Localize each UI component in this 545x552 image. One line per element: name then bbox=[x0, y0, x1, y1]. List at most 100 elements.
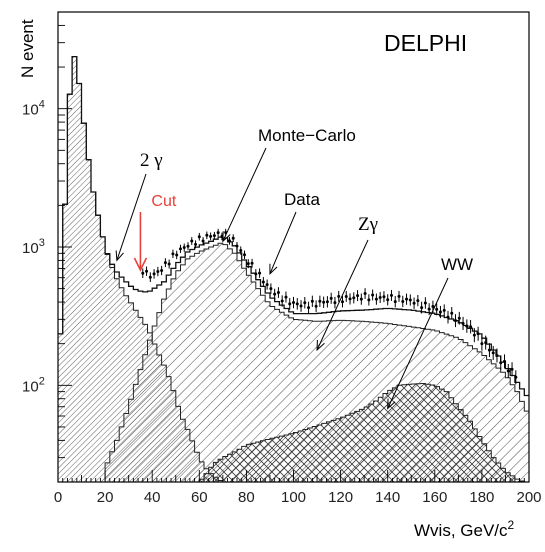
annotation-label: WW bbox=[441, 255, 473, 274]
cut-label: Cut bbox=[151, 193, 176, 210]
x-axis-title-sup: 2 bbox=[508, 518, 515, 532]
data-point bbox=[310, 295, 314, 307]
data-point bbox=[250, 258, 254, 268]
data-point bbox=[393, 295, 397, 308]
data-point bbox=[261, 277, 265, 288]
data-point bbox=[382, 291, 386, 303]
annotation-arrowhead bbox=[115, 250, 124, 262]
data-point bbox=[333, 296, 337, 309]
data-point bbox=[201, 237, 205, 245]
data-point bbox=[416, 295, 420, 307]
data-point bbox=[254, 269, 258, 279]
data-point bbox=[239, 246, 243, 255]
data-point bbox=[295, 298, 299, 310]
annotation: 2 γ bbox=[115, 150, 163, 262]
data-point bbox=[303, 297, 307, 309]
x-tick-label: 120 bbox=[328, 489, 353, 506]
y-axis: 102 103 104 bbox=[22, 11, 72, 483]
data-point bbox=[412, 297, 416, 310]
data-point bbox=[423, 297, 427, 309]
y-tick-label: 102 bbox=[22, 375, 45, 395]
data-point bbox=[163, 258, 167, 268]
data-point bbox=[499, 355, 503, 370]
data-point bbox=[457, 311, 461, 325]
data-point bbox=[427, 303, 431, 316]
data-point bbox=[359, 293, 363, 305]
data-point bbox=[212, 231, 216, 240]
data-point bbox=[182, 243, 186, 252]
annotation: Monte−Carlo bbox=[222, 126, 356, 243]
annotation: Zγ bbox=[316, 214, 378, 352]
data-point bbox=[299, 300, 303, 312]
data-point bbox=[243, 250, 247, 260]
data-point bbox=[420, 301, 424, 314]
data-point bbox=[506, 364, 510, 379]
data-point bbox=[401, 295, 405, 308]
annotation-arrow bbox=[269, 211, 297, 275]
data-point bbox=[209, 232, 213, 241]
data-point bbox=[205, 231, 209, 240]
x-tick-label: 160 bbox=[422, 489, 447, 506]
x-axis-title-text: Wvis, GeV/c bbox=[414, 521, 508, 540]
data-point bbox=[194, 240, 198, 249]
data-point bbox=[141, 268, 145, 278]
data-point bbox=[389, 289, 393, 301]
annotation: Data bbox=[269, 190, 320, 275]
data-point bbox=[374, 293, 378, 305]
series-ww-area bbox=[198, 383, 525, 482]
series-data-points bbox=[141, 228, 518, 385]
data-point bbox=[438, 305, 442, 319]
data-point bbox=[190, 237, 194, 245]
data-point bbox=[472, 328, 476, 343]
data-point bbox=[371, 289, 375, 301]
x-tick-label: 80 bbox=[238, 489, 255, 506]
x-tick-label: 40 bbox=[144, 489, 161, 506]
data-point bbox=[514, 370, 518, 385]
data-point bbox=[288, 298, 292, 310]
data-point bbox=[386, 294, 390, 306]
data-point bbox=[197, 232, 201, 241]
data-point bbox=[325, 296, 329, 308]
annotations: 2 γ Monte−Carlo Data Zγ WW bbox=[115, 126, 473, 410]
data-point bbox=[292, 296, 295, 309]
annotation-arrow bbox=[387, 277, 449, 409]
data-point bbox=[480, 336, 484, 351]
annotation-arrowhead bbox=[316, 339, 325, 352]
data-point bbox=[491, 345, 495, 360]
y-axis-title: N event bbox=[18, 19, 37, 78]
data-point bbox=[329, 292, 333, 304]
data-point bbox=[227, 236, 231, 245]
data-point bbox=[495, 348, 499, 363]
annotation-label: Data bbox=[284, 190, 320, 209]
data-point bbox=[461, 316, 465, 331]
data-point bbox=[340, 296, 344, 308]
plot-area bbox=[58, 55, 529, 482]
chart-title: DELPHI bbox=[384, 30, 467, 56]
data-point bbox=[258, 268, 262, 278]
data-point bbox=[465, 319, 469, 333]
data-point bbox=[273, 288, 277, 300]
annotation-arrow bbox=[316, 239, 369, 351]
data-point bbox=[307, 301, 311, 314]
y-tick-label: 103 bbox=[22, 237, 45, 257]
x-tick-label: 180 bbox=[469, 489, 494, 506]
data-point bbox=[167, 259, 171, 269]
data-point bbox=[235, 241, 239, 250]
data-point bbox=[337, 290, 341, 302]
data-point bbox=[356, 290, 360, 302]
data-point bbox=[156, 266, 160, 277]
data-point bbox=[276, 287, 280, 298]
data-point bbox=[231, 234, 235, 243]
x-axis-title: Wvis, GeV/c2 bbox=[414, 518, 515, 540]
cut-marker: Cut bbox=[133, 193, 177, 272]
annotation-label: Monte−Carlo bbox=[258, 126, 356, 145]
annotation-label: 2 γ bbox=[140, 150, 163, 171]
data-point bbox=[265, 279, 269, 290]
data-point bbox=[175, 250, 179, 260]
x-tick-label: 100 bbox=[281, 489, 306, 506]
data-point bbox=[446, 310, 450, 324]
data-point bbox=[408, 294, 412, 306]
data-point bbox=[348, 293, 352, 305]
data-point bbox=[269, 283, 273, 294]
